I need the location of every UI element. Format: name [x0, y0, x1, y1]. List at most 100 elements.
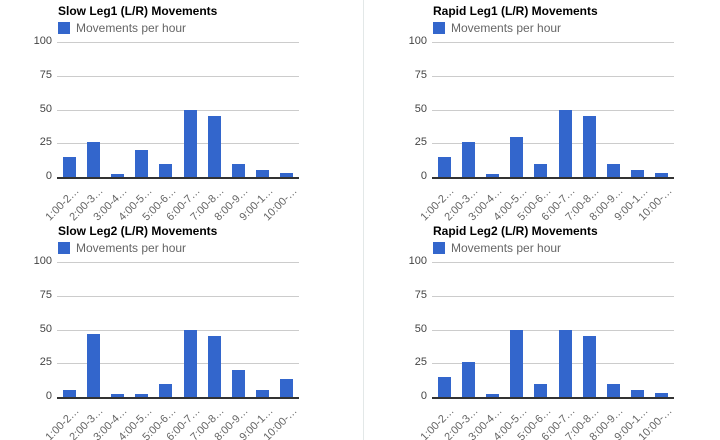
bar-rapid-leg1-1[interactable]	[437, 156, 451, 177]
y-tick-label: 0	[45, 170, 52, 182]
category-slot: 10:00-…	[261, 262, 299, 440]
bar-rapid-leg2-2[interactable]	[461, 361, 475, 397]
bar-rapid-leg2-6[interactable]	[558, 329, 572, 397]
bar-series: 1:00-2… 2:00-3… 3:00-4… 4:00-5… 5:00-6… 6:00-…	[418, 262, 674, 440]
category-slot: 1:00-2…	[418, 42, 457, 223]
bar-slow-leg1-7[interactable]	[207, 116, 221, 177]
bar-rapid-leg2-1[interactable]	[437, 376, 451, 397]
gridline	[432, 262, 674, 263]
category-slot: 10:00-…	[636, 262, 674, 440]
bar-rapid-leg1-6[interactable]	[558, 109, 572, 177]
bar-rapid-leg2-10[interactable]	[655, 392, 669, 397]
category-slot: 1:00-2…	[418, 262, 457, 440]
bar-rapid-leg2-7[interactable]	[582, 336, 596, 397]
bar-rapid-leg1-4[interactable]	[510, 136, 524, 177]
bar-slow-leg1-5[interactable]	[159, 163, 173, 177]
gridline	[57, 329, 299, 331]
chart-legend: Movements per hour	[58, 21, 186, 35]
category-slot: 2:00-3…	[442, 262, 481, 440]
category-slot: 4:00-5…	[491, 262, 529, 440]
bar-slow-leg2-4[interactable]	[135, 394, 149, 397]
category-slot: 8:00-9…	[588, 42, 626, 223]
category-slot: 9:00-1…	[237, 262, 275, 440]
bar-rapid-leg2-5[interactable]	[534, 383, 548, 397]
bar-slow-leg2-5[interactable]	[159, 383, 173, 397]
bar-rapid-leg2-3[interactable]	[486, 394, 499, 397]
bar-rapid-leg2-9[interactable]	[631, 390, 645, 397]
bar-rapid-leg2-8[interactable]	[607, 383, 621, 397]
bar-slow-leg1-8[interactable]	[232, 163, 246, 177]
y-tick-label: 100	[33, 255, 52, 267]
bar-rapid-leg1-5[interactable]	[534, 163, 548, 177]
category-slot: 7:00-8…	[563, 42, 602, 223]
bar-slow-leg2-7[interactable]	[207, 336, 221, 397]
gridline	[432, 363, 674, 365]
bar-rapid-leg1-8[interactable]	[607, 163, 621, 177]
bar-slow-leg1-2[interactable]	[86, 141, 100, 177]
bar-slow-leg1-1[interactable]	[62, 156, 76, 177]
y-tick-label: 25	[414, 136, 427, 149]
gridline	[57, 262, 299, 263]
bar-series: 1:00-2… 2:00-3… 3:00-4… 4:00-5… 5:00-6… 6:00-…	[43, 42, 299, 223]
bar-slow-leg1-3[interactable]	[111, 174, 124, 177]
category-slot: 5:00-6…	[140, 262, 178, 440]
y-tick-label: 0	[45, 390, 52, 402]
y-tick-label: 75	[414, 68, 427, 81]
gridline	[57, 363, 299, 365]
legend-swatch-icon	[433, 22, 445, 34]
bar-slow-leg2-9[interactable]	[256, 390, 270, 397]
y-tick-label: 100	[408, 255, 427, 267]
gridline	[57, 109, 299, 111]
category-slot: 2:00-3…	[442, 42, 481, 223]
bar-rapid-leg1-3[interactable]	[486, 174, 499, 177]
category-slot: 8:00-9…	[213, 42, 251, 223]
chart-rapid-leg2: Rapid Leg2 (L/R) Movements Movements per…	[375, 220, 720, 440]
bar-slow-leg1-10[interactable]	[280, 172, 294, 177]
bar-slow-leg2-8[interactable]	[232, 370, 246, 397]
bar-slow-leg2-10[interactable]	[280, 379, 294, 397]
gridline	[432, 329, 674, 331]
bar-rapid-leg1-9[interactable]	[631, 170, 645, 177]
category-slot: 2:00-3…	[67, 262, 106, 440]
chart-rapid-leg1: Rapid Leg1 (L/R) Movements Movements per…	[375, 0, 720, 223]
bar-slow-leg1-6[interactable]	[183, 109, 197, 177]
chart-slow-leg1: Slow Leg1 (L/R) Movements Movements per …	[0, 0, 345, 223]
gridline	[432, 143, 674, 145]
y-tick-label: 25	[39, 136, 52, 149]
bar-slow-leg1-9[interactable]	[256, 170, 270, 177]
y-tick-label: 75	[39, 288, 52, 301]
gridline	[432, 295, 674, 297]
bar-slow-leg1-4[interactable]	[135, 150, 149, 177]
y-tick-label: 0	[420, 170, 427, 182]
bar-rapid-leg1-7[interactable]	[582, 116, 596, 177]
chart-slow-leg2: Slow Leg2 (L/R) Movements Movements per …	[0, 220, 345, 440]
bar-rapid-leg1-10[interactable]	[655, 172, 669, 177]
legend-label: Movements per hour	[451, 21, 562, 35]
bar-slow-leg2-2[interactable]	[86, 333, 100, 397]
bar-slow-leg2-3[interactable]	[111, 394, 124, 397]
y-tick-label: 100	[408, 35, 427, 47]
bar-series: 1:00-2… 2:00-3… 3:00-4… 4:00-5… 5:00-6… 6:00-…	[43, 262, 299, 440]
gridline	[432, 42, 674, 43]
bar-rapid-leg2-4[interactable]	[510, 329, 524, 397]
y-tick-label: 50	[39, 102, 52, 115]
category-slot: 3:00-4…	[92, 42, 130, 223]
bar-slow-leg2-1[interactable]	[62, 390, 76, 397]
category-slot: 4:00-5…	[116, 42, 154, 223]
y-tick-label: 100	[33, 35, 52, 47]
legend-label: Movements per hour	[451, 241, 562, 255]
plot-area: 1:00-2… 2:00-3… 3:00-4… 4:00-5… 5:00-6… 6:00-…	[43, 262, 299, 440]
category-slot: 7:00-8…	[188, 262, 227, 440]
category-slot: 3:00-4…	[92, 262, 130, 440]
chart-legend: Movements per hour	[58, 241, 186, 255]
category-slot: 1:00-2…	[43, 262, 82, 440]
category-slot: 7:00-8…	[188, 42, 227, 223]
chart-legend: Movements per hour	[433, 21, 561, 35]
bar-rapid-leg1-2[interactable]	[461, 141, 475, 177]
gridline	[57, 295, 299, 297]
chart-title: Rapid Leg1 (L/R) Movements	[433, 4, 598, 18]
category-slot: 8:00-9…	[588, 262, 626, 440]
category-slot: 4:00-5…	[116, 262, 154, 440]
column-divider	[363, 0, 364, 440]
bar-slow-leg2-6[interactable]	[183, 329, 197, 397]
